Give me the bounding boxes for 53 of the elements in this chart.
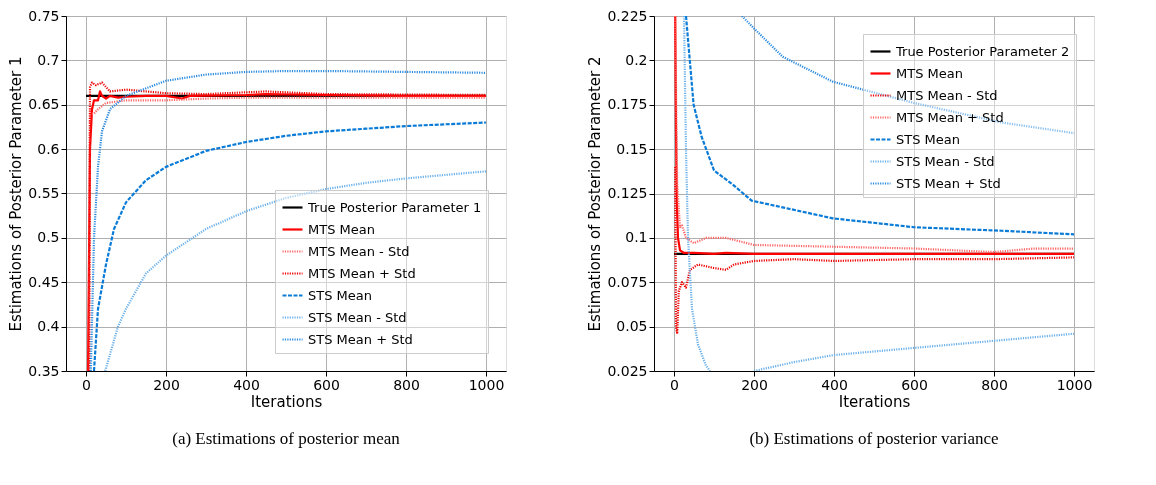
x-tick-label: 600 — [313, 376, 340, 393]
x-tick-label: 200 — [153, 376, 180, 393]
x-axis-title: Iterations — [838, 392, 911, 411]
x-tick-label: 800 — [393, 376, 420, 393]
y-tick-label: 0.2 — [625, 51, 648, 68]
y-tick-label: 0.225 — [607, 7, 648, 24]
y-tick-label: 0.6 — [37, 140, 60, 157]
x-tick-label: 0 — [82, 376, 91, 393]
x-axis-title: Iterations — [250, 392, 323, 411]
y-tick-label: 0.55 — [28, 185, 60, 201]
y-tick-label: 0.1 — [625, 229, 648, 246]
x-tick-label: 800 — [981, 376, 1008, 393]
line-series — [104, 170, 488, 371]
text: (b) Estimations of posterior variance — [749, 429, 999, 448]
x-tick-label: 0 — [670, 376, 679, 393]
y-tick-label: 0.05 — [616, 318, 648, 335]
x-tick-label: 400 — [821, 376, 848, 393]
text: (a) Estimations of posterior mean — [172, 429, 401, 448]
legend-label: True Posterior Parameter 1 — [307, 199, 482, 215]
y-tick-label: 0.75 — [28, 7, 60, 24]
y-tick-label: 0.175 — [607, 96, 648, 113]
x-tick-label: 400 — [233, 376, 260, 393]
y-tick-label: 0.65 — [28, 96, 60, 113]
x-tick-label: 200 — [741, 376, 768, 393]
y-axis-title: Estimations of Posterior Parameter 2 — [586, 56, 605, 332]
legend-label: MTS Mean - Std — [308, 243, 410, 259]
legend-label: MTS Mean — [308, 221, 375, 237]
y-tick-label: 0.5 — [37, 229, 60, 246]
legend-label: True Posterior Parameter 2 — [895, 43, 1070, 59]
legend-label: MTS Mean — [896, 65, 963, 81]
legend-label: STS Mean + Std — [308, 331, 413, 347]
y-tick-label: 0.125 — [607, 185, 648, 201]
y-tick-label: 0.7 — [37, 51, 60, 68]
y-tick-label: 0.025 — [607, 362, 648, 379]
line-series — [674, 165, 1076, 335]
x-tick-label: 1000 — [468, 376, 505, 393]
line-series — [740, 16, 1076, 135]
legend-label: MTS Mean + Std — [896, 109, 1004, 125]
x-tick-label: 600 — [901, 376, 928, 393]
y-tick-label: 0.4 — [37, 318, 60, 335]
legend-label: STS Mean - Std — [308, 309, 407, 325]
legend-label: MTS Mean - Std — [896, 87, 998, 103]
legend-label: STS Mean - Std — [896, 153, 995, 169]
y-tick-label: 0.35 — [28, 362, 60, 379]
legend-label: STS Mean + Std — [896, 175, 1001, 191]
legend-label: STS Mean — [308, 287, 372, 303]
x-tick-label: 1000 — [1056, 376, 1093, 393]
y-axis-title: Estimations of Posterior Parameter 1 — [7, 56, 26, 332]
y-tick-label: 0.075 — [607, 273, 648, 290]
legend-label: STS Mean — [896, 131, 960, 147]
y-tick-label: 0.15 — [616, 140, 648, 157]
y-tick-label: 0.45 — [28, 273, 60, 290]
legend-label: MTS Mean + Std — [308, 265, 416, 281]
